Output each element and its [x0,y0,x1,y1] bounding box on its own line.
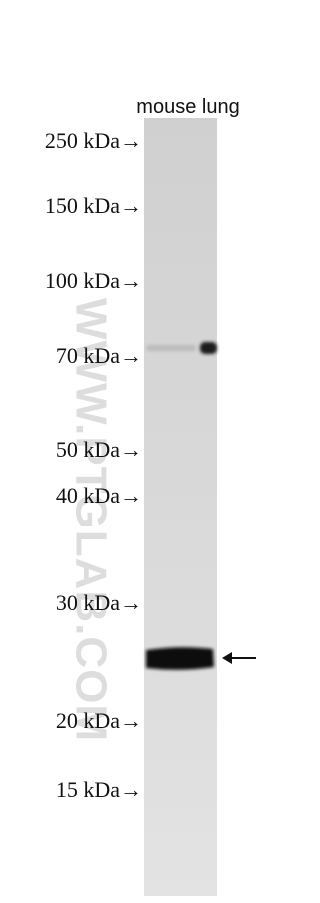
main-band [146,647,214,670]
watermark: WWW.PTGLAB.COM [66,298,115,742]
marker-label: 70 kDa→ [56,343,142,368]
marker-label: 15 kDa→ [56,777,142,802]
marker-label: 50 kDa→ [56,437,142,462]
marker-label: 250 kDa→ [45,128,142,153]
marker-labels: 250 kDa→ 150 kDa→ 100 kDa→ 70 kDa→ 50 kDa→ 40… [45,128,142,802]
lane-label: mouse lung [136,96,239,118]
marker-label: 150 kDa→ [45,193,142,218]
lane [144,118,217,896]
target-arrow [222,652,256,664]
marker-label: 20 kDa→ [56,708,142,733]
marker-label: 100 kDa→ [45,268,142,293]
faint-band [146,345,196,351]
marker-label: 30 kDa→ [56,590,142,615]
band [200,342,217,354]
marker-label: 40 kDa→ [56,483,142,508]
